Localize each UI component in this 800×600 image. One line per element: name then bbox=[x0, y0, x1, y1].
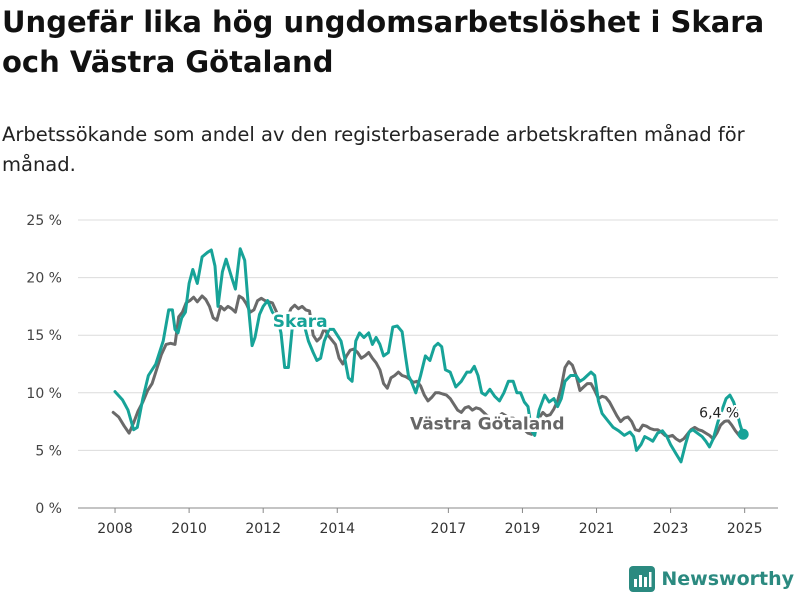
vastra-gotaland-line bbox=[111, 294, 741, 443]
skara-line bbox=[113, 247, 745, 464]
x-axis: 2008 2010 2012 2014 2017 2019 2021 2023 2025 bbox=[97, 508, 762, 537]
x-tick-label: 2025 bbox=[727, 521, 763, 537]
y-tick-label: 10 % bbox=[26, 386, 62, 402]
chart-subtitle: Arbetssökande som andel av den registerb… bbox=[2, 123, 745, 176]
bar-chart-logo-icon bbox=[629, 566, 656, 592]
chart-title: Ungefär lika hög ungdomsarbetslöshet i S… bbox=[2, 5, 765, 79]
y-tick-label: 20 % bbox=[26, 271, 62, 287]
y-tick-label: 5 % bbox=[35, 443, 62, 459]
x-tick-label: 2012 bbox=[245, 521, 281, 537]
series-lines bbox=[111, 247, 749, 464]
skara-end-point bbox=[737, 428, 749, 440]
x-tick-label: 2010 bbox=[171, 521, 207, 537]
x-tick-label: 2014 bbox=[319, 521, 355, 537]
brand-name: Newsworthy bbox=[661, 568, 794, 590]
grid-lines bbox=[78, 219, 778, 509]
y-tick-label: 0 % bbox=[35, 501, 62, 517]
y-tick-label: 15 % bbox=[26, 328, 62, 344]
x-tick-label: 2008 bbox=[97, 521, 133, 537]
skara-end-value-label: 6,4 % bbox=[699, 405, 739, 421]
line-chart: 0 %5 %10 %15 %20 %25 % 2008 2010 2012 2014 2… bbox=[26, 213, 778, 537]
x-tick-label: 2019 bbox=[505, 521, 541, 537]
skara-series-label: Skara bbox=[273, 312, 328, 332]
x-tick-label: 2023 bbox=[653, 521, 689, 537]
y-axis: 0 % 5 % 10 % 15 % 20 % 25 % bbox=[26, 213, 62, 517]
y-tick-label: 25 % bbox=[26, 213, 62, 229]
series-labels: 6,4 % Skara Västra Götaland bbox=[270, 310, 741, 438]
x-tick-label: 2017 bbox=[431, 521, 467, 537]
newsworthy-logo: Newsworthy bbox=[629, 566, 794, 592]
vastra-gotaland-series-label: Västra Götaland bbox=[410, 415, 565, 435]
x-tick-label: 2021 bbox=[579, 521, 615, 537]
